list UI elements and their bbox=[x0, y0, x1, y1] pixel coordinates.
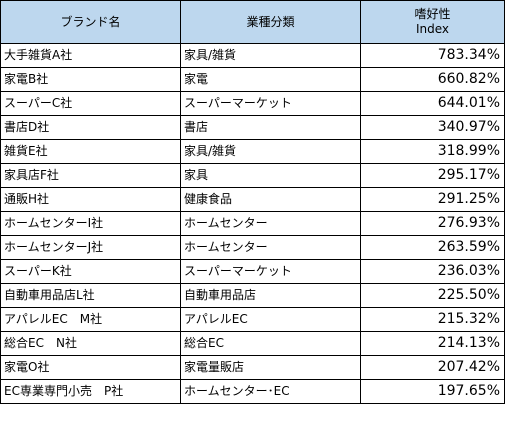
cell-brand: スーパーC社 bbox=[0, 91, 181, 116]
cell-brand: 大手雑貨A社 bbox=[0, 43, 181, 68]
cell-brand: 通販H社 bbox=[0, 187, 181, 212]
brand-index-table-container: ブランド名 業種分類 嗜好性 Index 大手雑貨A社 家具/雑貨 783.34% 家… bbox=[0, 0, 505, 404]
cell-brand: 書店D社 bbox=[0, 115, 181, 140]
header-brand: ブランド名 bbox=[0, 0, 181, 44]
cell-index: 340.97% bbox=[360, 115, 505, 140]
cell-index: 197.65% bbox=[360, 379, 505, 404]
cell-brand: EC専業専門小売 P社 bbox=[0, 379, 181, 404]
cell-index: 225.50% bbox=[360, 283, 505, 308]
cell-index: 236.03% bbox=[360, 259, 505, 284]
cell-brand: 家電O社 bbox=[0, 355, 181, 380]
table-row: 書店D社 書店 340.97% bbox=[0, 115, 505, 140]
cell-index: 295.17% bbox=[360, 163, 505, 188]
cell-industry: ホームセンター bbox=[180, 211, 361, 236]
cell-index: 318.99% bbox=[360, 139, 505, 164]
cell-index: 207.42% bbox=[360, 355, 505, 380]
cell-brand: アパレルEC M社 bbox=[0, 307, 181, 332]
cell-industry: 家電量販店 bbox=[180, 355, 361, 380]
cell-industry: スーパーマーケット bbox=[180, 91, 361, 116]
table-row: EC専業専門小売 P社 ホームセンター･EC 197.65% bbox=[0, 379, 505, 404]
cell-industry: 家具/雑貨 bbox=[180, 139, 361, 164]
cell-brand: スーパーK社 bbox=[0, 259, 181, 284]
table-row: 大手雑貨A社 家具/雑貨 783.34% bbox=[0, 43, 505, 68]
cell-industry: ホームセンター･EC bbox=[180, 379, 361, 404]
table-body: 大手雑貨A社 家具/雑貨 783.34% 家電B社 家電 660.82% スーパーC社 スーパ… bbox=[0, 43, 505, 404]
cell-brand: 家電B社 bbox=[0, 67, 181, 92]
table-row: 家具店F社 家具 295.17% bbox=[0, 163, 505, 188]
cell-brand: 家具店F社 bbox=[0, 163, 181, 188]
header-index: 嗜好性 Index bbox=[360, 0, 505, 44]
table-row: 雑貨E社 家具/雑貨 318.99% bbox=[0, 139, 505, 164]
cell-brand: 総合EC N社 bbox=[0, 331, 181, 356]
cell-industry: ホームセンター bbox=[180, 235, 361, 260]
cell-index: 214.13% bbox=[360, 331, 505, 356]
cell-brand: ホームセンターI社 bbox=[0, 211, 181, 236]
brand-index-table: ブランド名 業種分類 嗜好性 Index 大手雑貨A社 家具/雑貨 783.34% 家… bbox=[0, 0, 505, 404]
cell-industry: 健康食品 bbox=[180, 187, 361, 212]
cell-brand: 自動車用品店L社 bbox=[0, 283, 181, 308]
cell-industry: 家電 bbox=[180, 67, 361, 92]
cell-index: 215.32% bbox=[360, 307, 505, 332]
table-row: ホームセンターI社 ホームセンター 276.93% bbox=[0, 211, 505, 236]
cell-industry: 自動車用品店 bbox=[180, 283, 361, 308]
cell-index: 783.34% bbox=[360, 43, 505, 68]
cell-industry: 総合EC bbox=[180, 331, 361, 356]
cell-index: 660.82% bbox=[360, 67, 505, 92]
header-index-line2: Index bbox=[415, 22, 450, 36]
table-header: ブランド名 業種分類 嗜好性 Index bbox=[0, 0, 505, 44]
header-row: ブランド名 業種分類 嗜好性 Index bbox=[0, 0, 505, 44]
table-row: アパレルEC M社 アパレルEC 215.32% bbox=[0, 307, 505, 332]
table-row: 総合EC N社 総合EC 214.13% bbox=[0, 331, 505, 356]
cell-industry: スーパーマーケット bbox=[180, 259, 361, 284]
cell-index: 644.01% bbox=[360, 91, 505, 116]
table-row: スーパーC社 スーパーマーケット 644.01% bbox=[0, 91, 505, 116]
table-row: 自動車用品店L社 自動車用品店 225.50% bbox=[0, 283, 505, 308]
table-row: スーパーK社 スーパーマーケット 236.03% bbox=[0, 259, 505, 284]
cell-industry: 書店 bbox=[180, 115, 361, 140]
cell-index: 291.25% bbox=[360, 187, 505, 212]
header-index-line1: 嗜好性 bbox=[414, 7, 451, 21]
header-industry: 業種分類 bbox=[180, 0, 361, 44]
cell-index: 263.59% bbox=[360, 235, 505, 260]
cell-brand: ホームセンターJ社 bbox=[0, 235, 181, 260]
table-row: 家電O社 家電量販店 207.42% bbox=[0, 355, 505, 380]
cell-brand: 雑貨E社 bbox=[0, 139, 181, 164]
cell-industry: 家具 bbox=[180, 163, 361, 188]
table-row: 通販H社 健康食品 291.25% bbox=[0, 187, 505, 212]
table-row: 家電B社 家電 660.82% bbox=[0, 67, 505, 92]
cell-index: 276.93% bbox=[360, 211, 505, 236]
cell-industry: アパレルEC bbox=[180, 307, 361, 332]
table-row: ホームセンターJ社 ホームセンター 263.59% bbox=[0, 235, 505, 260]
cell-industry: 家具/雑貨 bbox=[180, 43, 361, 68]
